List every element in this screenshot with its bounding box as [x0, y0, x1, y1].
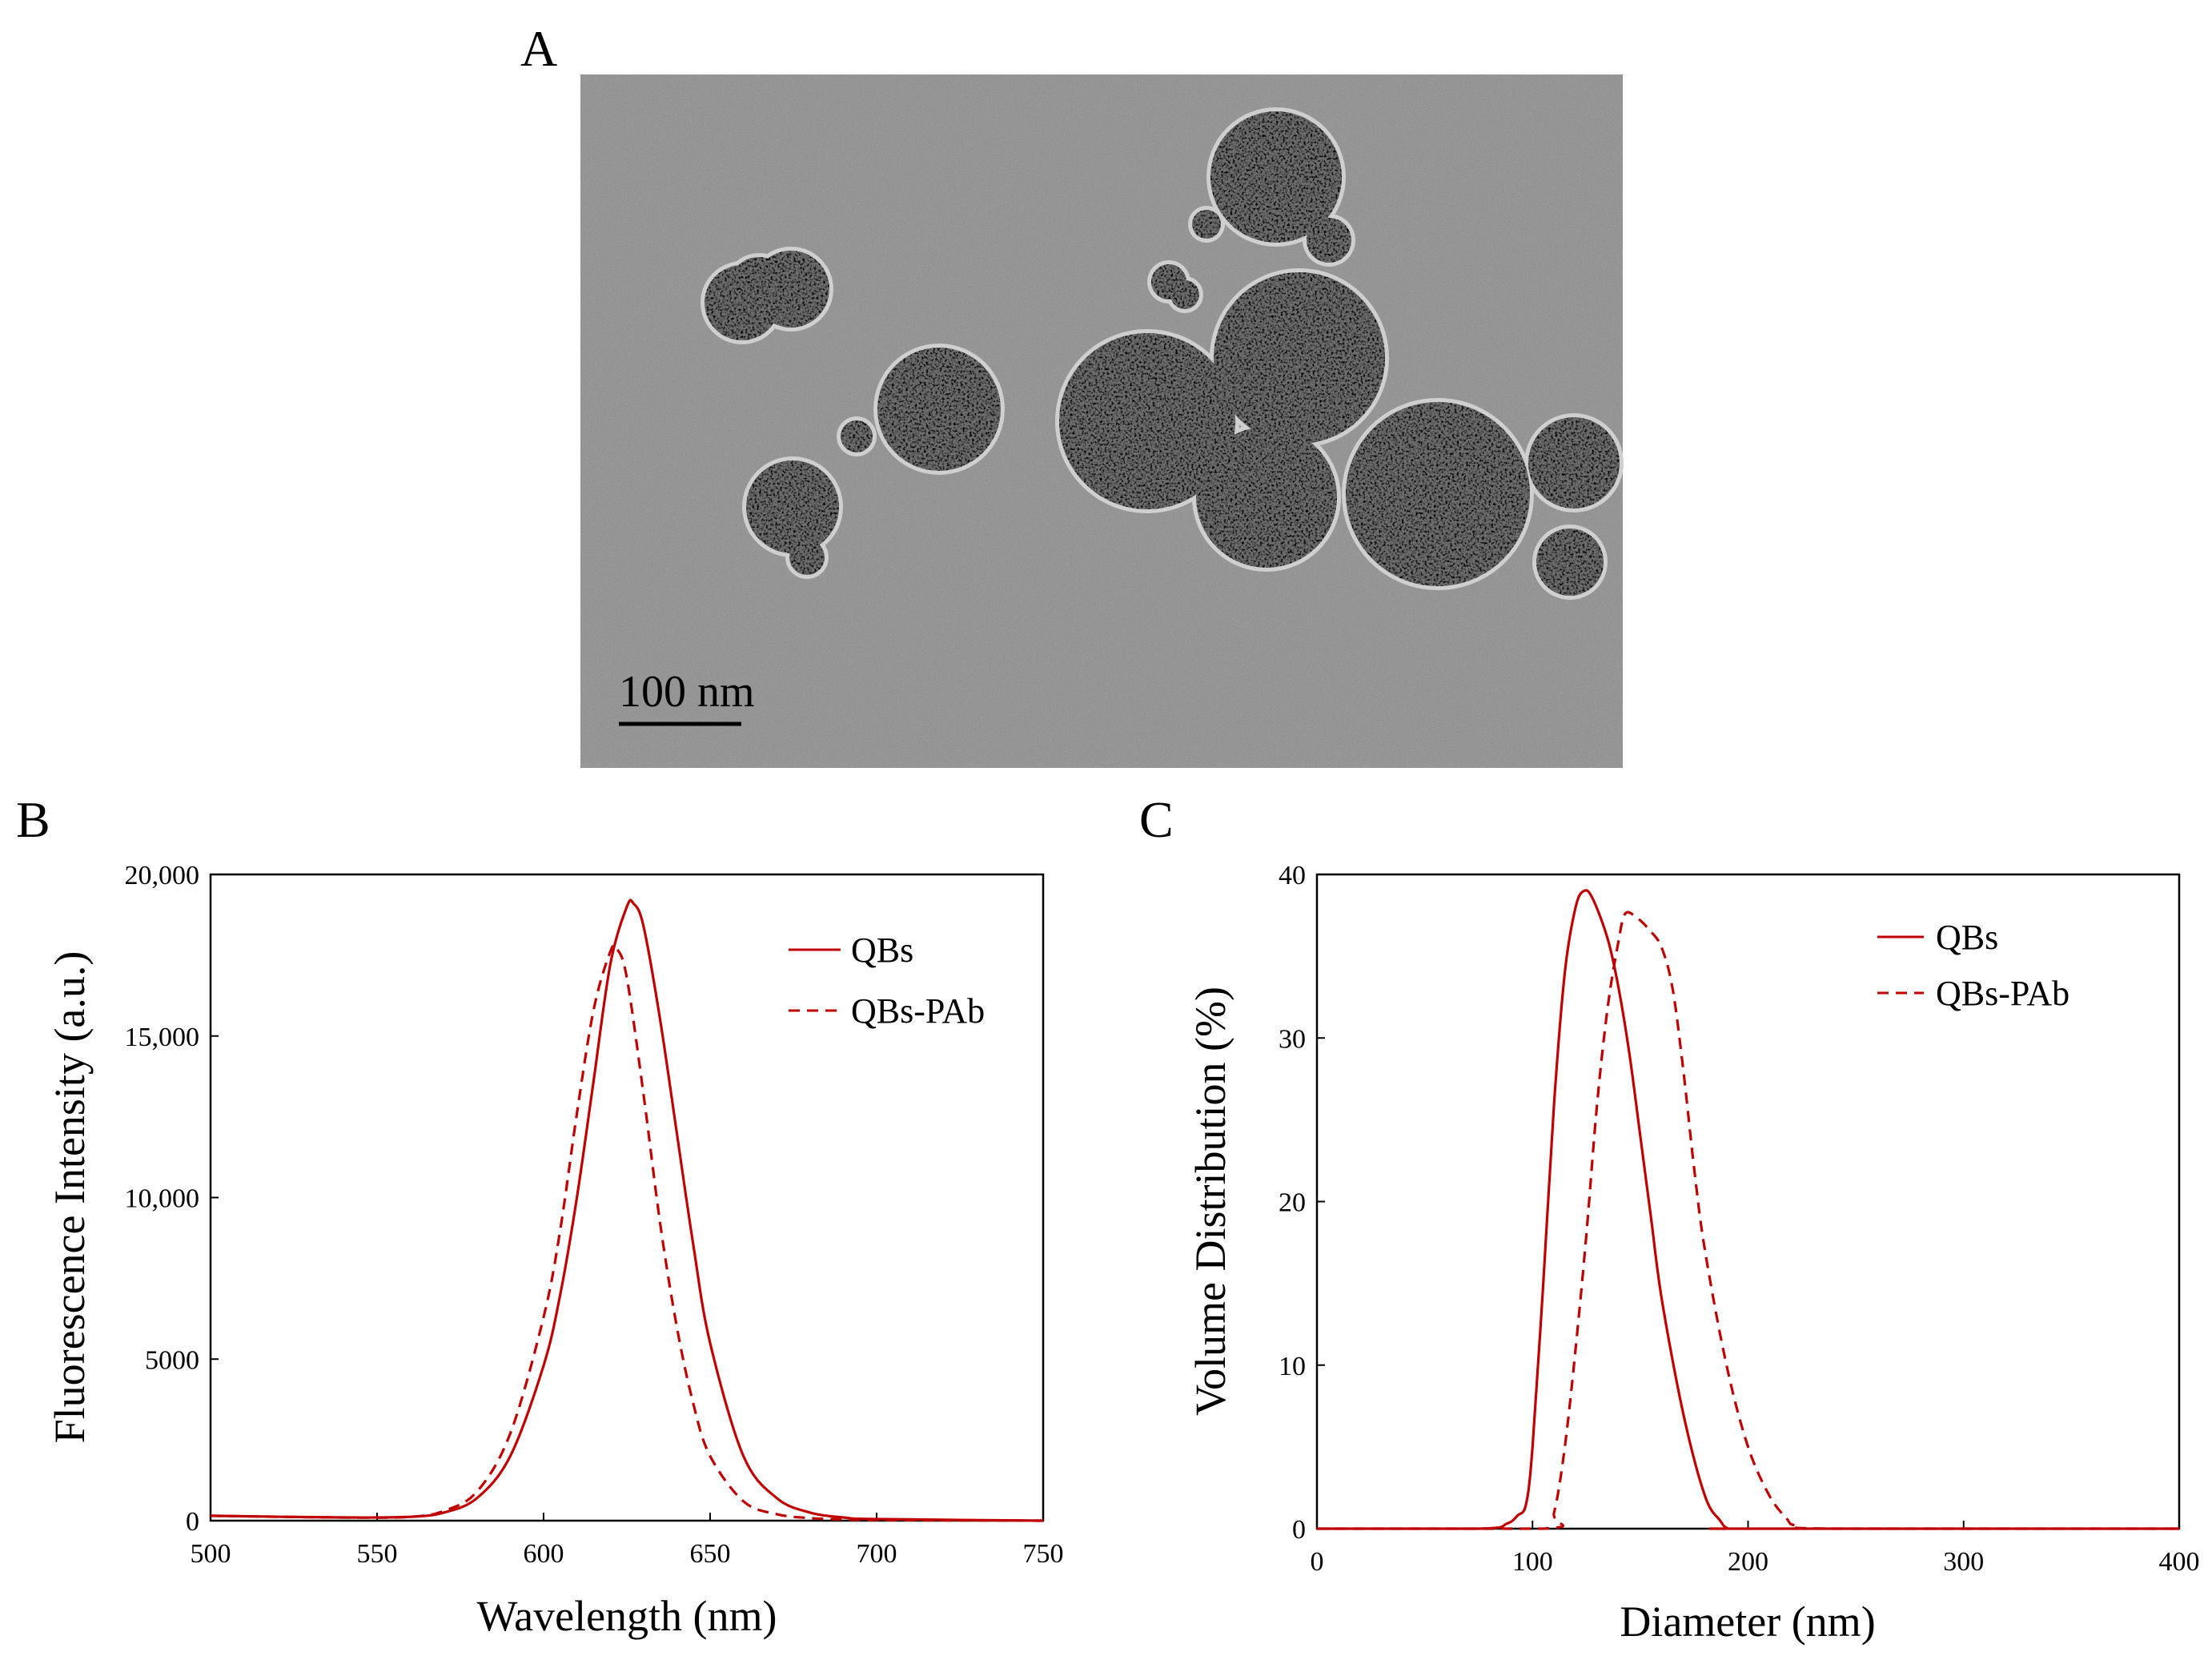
y-tick-label: 20,000: [125, 861, 200, 890]
series-line-qbs-pab: [210, 943, 1044, 1522]
x-tick-label: 550: [357, 1539, 398, 1569]
chart-c-legend: QBs QBs-PAb: [1877, 918, 2069, 1013]
series-line-qbs-pab: [1316, 910, 2179, 1530]
x-tick-label: 750: [1023, 1539, 1064, 1569]
y-tick-label: 0: [1292, 1515, 1306, 1545]
scale-bar-label: 100 nm: [619, 667, 755, 717]
y-tick-label: 15,000: [125, 1023, 200, 1052]
y-tick-label: 10: [1279, 1352, 1306, 1381]
chart-b-x-axis-label: Wavelength (nm): [476, 1592, 777, 1640]
series-line-qbs: [210, 898, 1044, 1522]
y-tick-label: 10,000: [125, 1184, 200, 1214]
series-line-qbs: [1316, 889, 2179, 1530]
chart-c-series: [1316, 889, 2179, 1530]
y-tick-label: 5000: [145, 1345, 199, 1375]
particle: [1059, 333, 1235, 509]
particle: [1307, 218, 1351, 263]
y-tick-label: 0: [186, 1507, 199, 1537]
chart-b-legend-label-qbs-pab: QBs-PAb: [851, 991, 985, 1031]
chart-b-x-ticks: 500 550 600 650 700 750: [191, 1513, 1064, 1569]
chart-b-series: [210, 898, 1044, 1522]
particle: [1346, 402, 1530, 586]
particle: [1196, 427, 1337, 568]
particle: [1170, 280, 1199, 309]
chart-b-legend-label-qbs: QBs: [851, 930, 913, 970]
particle: [1210, 111, 1342, 243]
particle: [1536, 529, 1604, 596]
y-tick-label: 40: [1279, 861, 1306, 890]
chart-c-y-axis-label: Volume Distribution (%): [1186, 987, 1234, 1416]
panel-c-label: C: [1139, 791, 1174, 848]
y-tick-label: 30: [1279, 1024, 1306, 1054]
chart-b-legend: QBs QBs-PAb: [789, 930, 985, 1031]
chart-b: 0 5000 10,000 15,000 20,000 500 550 600 650 700 7…: [46, 861, 1064, 1640]
chart-c-legend-label-qbs-pab: QBs-PAb: [1936, 974, 2069, 1013]
chart-b-y-ticks: 0 5000 10,000 15,000 20,000: [125, 861, 219, 1537]
panel-b-label: B: [16, 791, 50, 848]
particle: [789, 540, 825, 575]
chart-c-legend-label-qbs: QBs: [1936, 918, 1998, 957]
particle: [841, 420, 873, 452]
chart-c: 0 10 20 30 40 0 100 200 300 400 Diameter (nm) Vo…: [1186, 861, 2200, 1646]
x-tick-label: 600: [524, 1539, 564, 1569]
particle: [877, 348, 1001, 471]
chart-c-x-ticks: 0 100 200 300 400: [1311, 1521, 2200, 1577]
particle: [1214, 272, 1385, 444]
particle: [1192, 210, 1221, 239]
x-tick-label: 200: [1728, 1547, 1768, 1577]
x-tick-label: 0: [1311, 1547, 1324, 1577]
x-tick-label: 400: [2159, 1547, 2200, 1577]
panel-a-label: A: [520, 20, 557, 77]
chart-c-x-axis-label: Diameter (nm): [1620, 1598, 1875, 1646]
chart-c-y-ticks: 0 10 20 30 40: [1279, 861, 1325, 1545]
particle-group: [701, 107, 1624, 600]
x-tick-label: 650: [690, 1539, 731, 1569]
particle: [746, 460, 839, 553]
x-tick-label: 100: [1512, 1547, 1553, 1577]
tem-micrograph: 100 nm: [580, 74, 1624, 768]
chart-b-y-axis-label: Fluorescence Intensity (a.u.): [46, 951, 94, 1444]
chart-c-plot-frame: [1315, 873, 2181, 1530]
particle: [1528, 417, 1620, 508]
y-tick-label: 20: [1279, 1188, 1306, 1218]
x-tick-label: 700: [857, 1539, 897, 1569]
x-tick-label: 300: [1943, 1547, 1984, 1577]
x-tick-label: 500: [191, 1539, 231, 1569]
particle: [753, 251, 829, 328]
